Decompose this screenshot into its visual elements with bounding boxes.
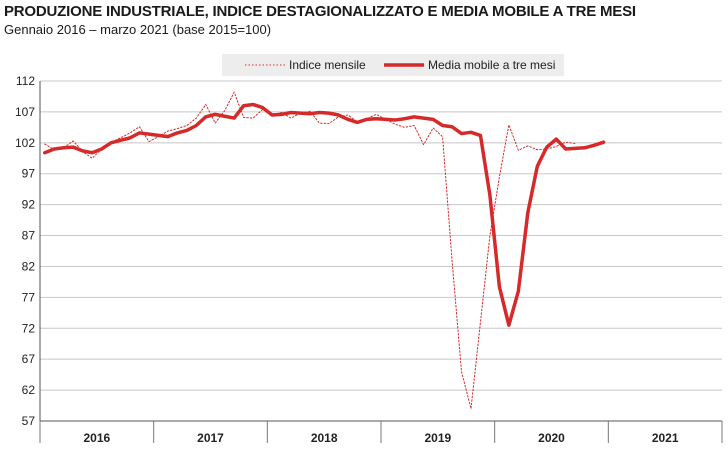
chart-title: PRODUZIONE INDUSTRIALE, INDICE DESTAGION…	[4, 3, 636, 20]
x-tick-label: 2017	[197, 431, 224, 445]
y-tick-label: 97	[22, 167, 36, 181]
chart-subtitle: Gennaio 2016 – marzo 2021 (base 2015=100…	[4, 22, 272, 37]
y-tick-label: 77	[22, 290, 36, 304]
y-axis-ticks: 57 62 67 72 77 82 87 92 97 102 107 112	[15, 74, 35, 428]
x-tick-label: 2021	[652, 431, 679, 445]
y-tick-label: 62	[22, 383, 36, 397]
y-tick-label: 92	[22, 198, 36, 212]
series-layer	[42, 91, 606, 410]
y-tick-label: 82	[22, 259, 36, 273]
y-tick-label: 112	[16, 74, 35, 88]
legend-label-indice-mensile: Indice mensile	[289, 58, 366, 72]
x-tick-label: 2020	[538, 431, 565, 445]
legend: Indice mensile Media mobile a tre mesi	[222, 54, 564, 76]
x-tick-label: 2019	[424, 431, 451, 445]
x-tick-label: 2016	[83, 431, 110, 445]
x-tick-label: 2018	[311, 431, 338, 445]
legend-label-media-mobile: Media mobile a tre mesi	[428, 58, 555, 72]
y-tick-label: 67	[22, 352, 36, 366]
y-tick-label: 107	[15, 105, 35, 119]
x-axis-ticks: 2016 2017 2018 2019 2020 2021	[39, 421, 723, 445]
y-tick-label: 102	[15, 136, 35, 150]
series-line-media-mobile	[42, 102, 606, 327]
series-line-indice-mensile	[44, 91, 576, 410]
y-tick-label: 57	[22, 414, 36, 428]
y-tick-label: 72	[22, 321, 36, 335]
y-tick-label: 87	[22, 229, 36, 243]
